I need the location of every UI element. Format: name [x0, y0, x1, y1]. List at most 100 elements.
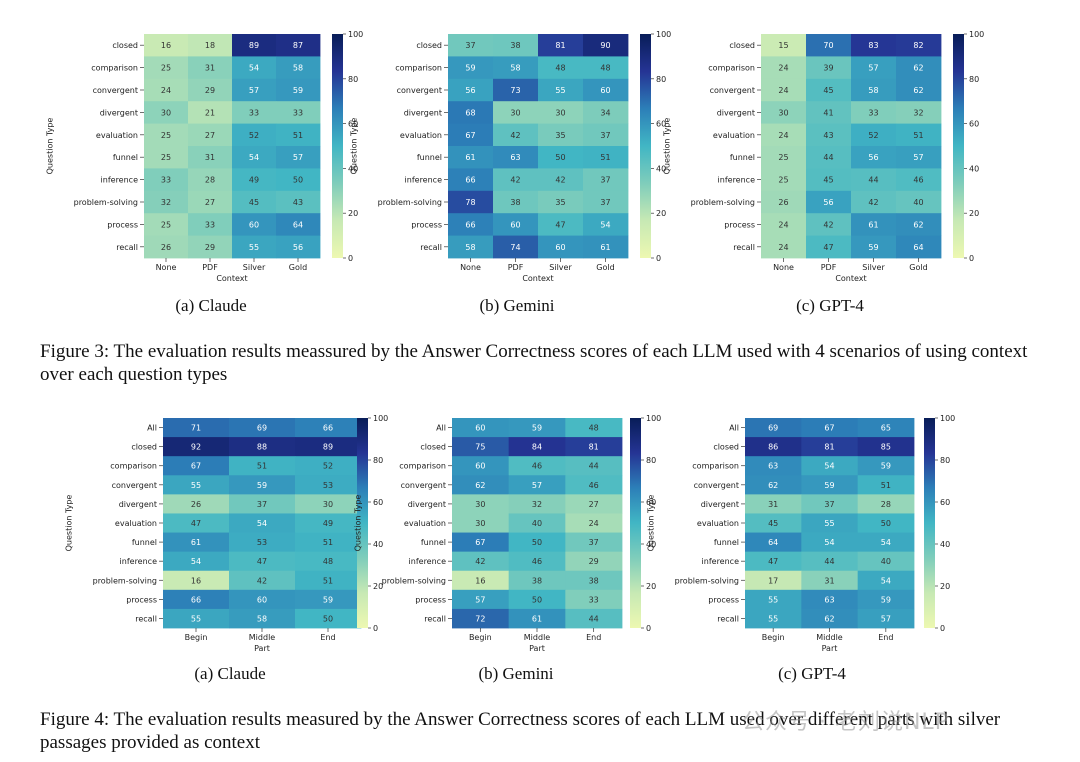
heatmap-cell — [745, 608, 802, 629]
heatmap-cell — [896, 34, 942, 57]
heatmap-cell — [508, 532, 566, 553]
heatmap-cell — [806, 190, 852, 214]
heatmap-cell — [493, 190, 539, 214]
cell-value-label: 16 — [475, 576, 485, 585]
row-tick-label: closed — [416, 41, 442, 50]
cell-value-label: 48 — [323, 557, 333, 566]
heatmap-cell — [565, 475, 623, 495]
colorbar-tick-label: 80 — [656, 75, 666, 84]
fig4-subcaption-gpt4: (c) GPT-4 — [778, 664, 846, 683]
heatmap-cell — [761, 235, 807, 259]
cell-value-label: 59 — [881, 595, 891, 604]
cell-value-label: 74 — [510, 243, 520, 252]
row-tick-label: convergent — [112, 481, 157, 490]
heatmap-cell — [229, 570, 296, 591]
cell-value-label: 56 — [465, 86, 475, 95]
cell-value-label: 27 — [205, 131, 215, 140]
cell-value-label: 90 — [600, 41, 610, 50]
cell-value-label: 81 — [824, 443, 834, 452]
heatmap-cell — [232, 34, 277, 57]
heatmap-cell — [761, 123, 807, 147]
cell-value-label: 59 — [881, 462, 891, 471]
cell-value-label: 40 — [532, 519, 542, 528]
row-tick-label: funnel — [417, 153, 442, 162]
cell-value-label: 47 — [768, 557, 778, 566]
row-tick-label: closed — [420, 443, 446, 452]
cell-value-label: 51 — [913, 131, 923, 140]
heatmap-cell — [229, 551, 296, 572]
cell-value-label: 51 — [323, 576, 333, 585]
row-tick-label: divergent — [404, 108, 442, 117]
cell-value-label: 26 — [161, 243, 171, 252]
row-tick-label: evaluation — [400, 131, 442, 140]
cell-value-label: 45 — [249, 198, 259, 207]
cell-value-label: 60 — [510, 220, 520, 229]
cell-value-label: 62 — [913, 64, 923, 73]
heatmap-cell — [583, 123, 629, 147]
heatmap-cell — [857, 589, 915, 610]
cell-value-label: 48 — [589, 424, 599, 433]
cell-value-label: 59 — [824, 481, 834, 490]
cell-value-label: 41 — [823, 108, 833, 117]
heatmap-cell — [538, 235, 584, 259]
cell-value-label: 57 — [881, 614, 891, 623]
heatmap-cell — [851, 34, 897, 57]
cell-value-label: 48 — [600, 64, 610, 73]
cell-value-label: 40 — [881, 557, 891, 566]
heatmap-cell — [163, 589, 230, 610]
row-tick-label: evaluation — [404, 519, 446, 528]
row-tick-label: funnel — [421, 538, 446, 547]
cell-value-label: 21 — [205, 108, 215, 117]
cell-value-label: 55 — [824, 519, 834, 528]
cell-value-label: 84 — [532, 443, 542, 452]
cell-value-label: 30 — [778, 108, 788, 117]
cell-value-label: 53 — [323, 481, 333, 490]
cell-value-label: 55 — [768, 595, 778, 604]
heatmap-cell — [583, 34, 629, 57]
heatmap-cell — [801, 513, 859, 533]
heatmap-cell — [448, 56, 494, 80]
heatmap-cell — [851, 168, 897, 192]
colorbar-tick-label: 0 — [940, 624, 945, 633]
cell-value-label: 44 — [868, 176, 878, 185]
heatmap-cell — [745, 589, 802, 610]
column-tick-label: Gold — [909, 263, 927, 272]
heatmap-cell — [229, 437, 296, 457]
heatmap-cell — [508, 437, 566, 457]
heatmap-cell — [851, 56, 897, 80]
heatmap-cell — [745, 456, 802, 476]
heatmap-cell — [452, 513, 510, 533]
heatmap-cell — [276, 123, 321, 147]
cell-value-label: 54 — [881, 538, 891, 547]
heatmap-cell — [452, 608, 510, 629]
row-tick-label: problem-solving — [382, 576, 446, 585]
heatmap-cell — [163, 437, 230, 457]
heatmap-cell — [232, 56, 277, 80]
heatmap-cell — [857, 532, 915, 553]
heatmap-cell — [229, 513, 296, 533]
y-axis-label: Question Type — [663, 118, 672, 175]
heatmap-cell — [493, 146, 539, 169]
cell-value-label: 18 — [205, 41, 215, 50]
cell-value-label: 54 — [191, 557, 201, 566]
colorbar-tick-label: 100 — [348, 30, 363, 39]
heatmap-cell — [745, 418, 802, 438]
row-tick-label: All — [729, 424, 739, 433]
heatmap-cell — [801, 551, 859, 572]
cell-value-label: 33 — [249, 108, 259, 117]
cell-value-label: 58 — [257, 614, 267, 623]
cell-value-label: 60 — [475, 424, 485, 433]
heatmap-cell — [295, 494, 362, 514]
heatmap-cell — [493, 78, 539, 102]
heatmap-cell — [857, 551, 915, 572]
fig3-subcaption-claude: (a) Claude — [175, 296, 247, 315]
heatmap-cell — [188, 34, 233, 57]
cell-value-label: 64 — [293, 220, 303, 229]
row-tick-label: comparison — [708, 64, 755, 73]
cell-value-label: 26 — [778, 198, 788, 207]
heatmap-cell — [493, 168, 539, 192]
cell-value-label: 24 — [778, 64, 788, 73]
heatmap-cell — [232, 123, 277, 147]
heatmap-cell — [229, 608, 296, 629]
